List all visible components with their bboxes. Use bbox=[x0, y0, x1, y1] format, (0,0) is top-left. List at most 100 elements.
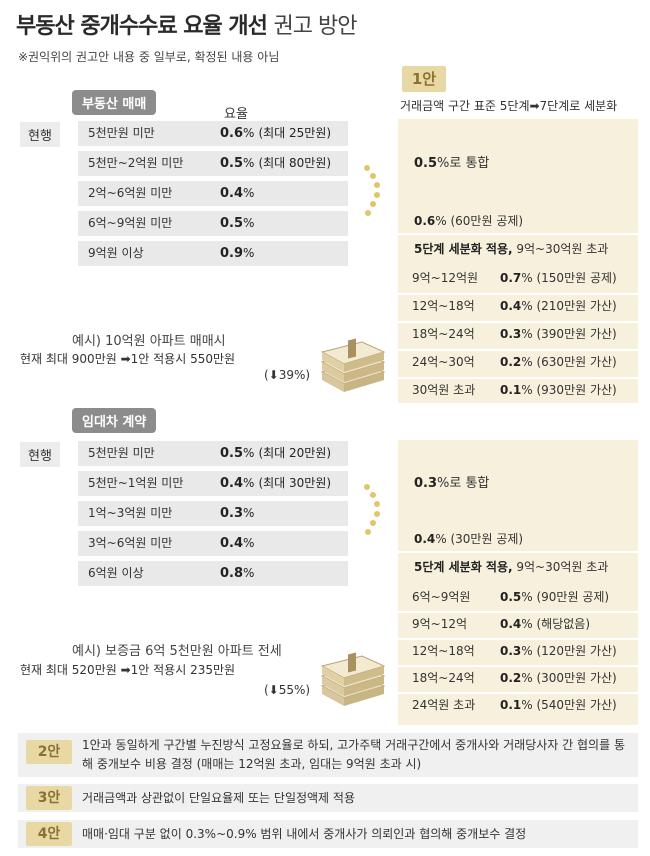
option3-badge: 3안 bbox=[26, 786, 72, 810]
rate-percent: % bbox=[243, 476, 255, 490]
rate-percent: % bbox=[243, 446, 255, 460]
plan1-range: 30억원 초과 bbox=[412, 383, 476, 397]
plan1-rate-number: 0.1 bbox=[500, 383, 522, 397]
plan1-rate-number: 0.4 bbox=[500, 299, 522, 313]
plan1-range: 24억~30억 bbox=[412, 355, 475, 369]
rate-value: 0.8% bbox=[220, 561, 258, 586]
table-row bbox=[78, 241, 348, 266]
plan1-sale-mid-rate: 0.6 bbox=[414, 214, 436, 228]
rate-extra: (최대 80만원) bbox=[258, 156, 332, 170]
sale-pill: 부동산 매매 bbox=[72, 90, 157, 115]
rate-percent: % bbox=[243, 156, 255, 170]
rate-percent: % bbox=[243, 186, 255, 200]
plan1-badge: 1안 bbox=[402, 66, 446, 92]
plan1-sale-unify: 0.5%로 통합 bbox=[414, 152, 489, 171]
plan1-rate: 0.4% (해당없음) bbox=[500, 615, 590, 632]
table-row bbox=[78, 531, 348, 556]
rate-value: 0.9% bbox=[220, 241, 258, 266]
rate-value: 0.5% bbox=[220, 211, 258, 236]
plan1-rate-number: 0.1 bbox=[500, 698, 522, 712]
sale-example-line: 현재 최대 900만원 ➡1안 적용시 550만원 bbox=[20, 352, 236, 366]
plan1-row-divider bbox=[398, 611, 638, 613]
plan1-rate-number: 0.7 bbox=[500, 271, 522, 285]
rate-number: 0.5 bbox=[220, 446, 244, 461]
range-label: 5천만원 미만 bbox=[88, 446, 155, 460]
table-row bbox=[78, 151, 348, 176]
option2-box bbox=[18, 733, 638, 777]
plan1-rate: 0.2% (630만원 가산) bbox=[500, 353, 617, 370]
plan1-rate-note: % (930만원 가산) bbox=[521, 383, 617, 397]
rate-value: 0.3% bbox=[220, 501, 258, 526]
plan1-rate: 0.3% (390만원 가산) bbox=[500, 325, 617, 342]
plan1-rate: 0.3% (120만원 가산) bbox=[500, 642, 617, 659]
plan1-rate: 0.1% (930만원 가산) bbox=[500, 381, 617, 398]
plan1-row-divider bbox=[398, 692, 638, 694]
plan1-sale-unify-text: %로 통합 bbox=[437, 156, 490, 171]
rate-number: 0.3 bbox=[220, 506, 244, 521]
plan1-range: 24억원 초과 bbox=[412, 698, 476, 712]
plan1-lease-unify-rate: 0.3 bbox=[414, 476, 438, 491]
rate-number: 0.9 bbox=[220, 246, 244, 261]
plan1-range: 9억~12억 bbox=[412, 617, 468, 631]
rate-value: 0.5% (최대 20만원) bbox=[220, 441, 331, 466]
plan1-sale-mid-text: % (60만원 공제) bbox=[435, 214, 524, 228]
rate-percent: % bbox=[243, 246, 255, 260]
rate-value: 0.4% bbox=[220, 531, 258, 556]
plan1-sale-panel bbox=[398, 119, 638, 403]
money-stack-icon bbox=[318, 652, 388, 708]
plan1-lease-unify-text: %로 통합 bbox=[437, 476, 490, 491]
lease-example-change: (⬇55%) bbox=[264, 683, 311, 697]
page-title: 부동산 중개수수료 요율 개선 권고 방안 bbox=[16, 8, 357, 40]
plan1-lease-mid-rate: 0.4 bbox=[414, 532, 436, 546]
sale-example-change: (⬇39%) bbox=[264, 368, 311, 382]
plan1-row-divider bbox=[398, 638, 638, 640]
plan1-sale-detail-head: 5단계 세분화 적용, 9억~30억원 초과 bbox=[414, 240, 608, 257]
rate-extra: (최대 30만원) bbox=[258, 476, 332, 490]
plan1-rate-note: % (150만원 공제) bbox=[521, 271, 617, 285]
plan1-rate-number: 0.2 bbox=[500, 671, 522, 685]
rate-percent: % bbox=[243, 216, 255, 230]
plan1-rate-note: % (540만원 가산) bbox=[521, 698, 617, 712]
sale-example-title: 예시) 10억원 아파트 매매시 bbox=[72, 334, 226, 349]
sale-current-label: 현행 bbox=[20, 122, 60, 147]
rate-value: 0.6% (최대 25만원) bbox=[220, 121, 331, 146]
option2-badge: 2안 bbox=[26, 740, 72, 764]
range-label: 3억~6억원 미만 bbox=[88, 536, 173, 550]
plan1-sale-unify-rate: 0.5 bbox=[414, 156, 438, 171]
dots-connector-icon bbox=[362, 165, 382, 220]
plan1-lease-mid: 0.4% (30만원 공제) bbox=[414, 530, 523, 547]
plan1-row-divider bbox=[398, 377, 638, 379]
rate-value: 0.4% (최대 30만원) bbox=[220, 471, 331, 496]
plan1-row-divider bbox=[398, 349, 638, 351]
rate-number: 0.4 bbox=[220, 476, 244, 491]
rate-value: 0.4% bbox=[220, 181, 258, 206]
table-row bbox=[78, 471, 348, 496]
table-row bbox=[78, 501, 348, 526]
table-row bbox=[78, 121, 348, 146]
plan1-lease-detail-rest: 9억~30억원 초과 bbox=[512, 560, 609, 574]
range-label: 6억~9억원 미만 bbox=[88, 216, 173, 230]
lease-pill: 임대차 계약 bbox=[72, 408, 157, 433]
plan1-rate-note: % (630만원 가산) bbox=[521, 355, 617, 369]
plan1-sale-mid: 0.6% (60만원 공제) bbox=[414, 212, 523, 229]
plan1-row-divider bbox=[398, 665, 638, 667]
plan1-rate-note: % (120만원 가산) bbox=[521, 644, 617, 658]
table-row bbox=[78, 441, 348, 466]
range-label: 1억~3억원 미만 bbox=[88, 506, 173, 520]
plan1-rate-number: 0.2 bbox=[500, 355, 522, 369]
plan1-rate-number: 0.3 bbox=[500, 644, 522, 658]
plan1-range: 6억~9억원 bbox=[412, 590, 471, 604]
option4-badge: 4안 bbox=[26, 822, 72, 846]
plan1-range: 12억~18억 bbox=[412, 299, 475, 313]
rate-number: 0.4 bbox=[220, 186, 244, 201]
plan1-lease-divider bbox=[398, 551, 638, 553]
option3-text: 거래금액과 상관없이 단일요율제 또는 단일정액제 적용 bbox=[82, 791, 355, 805]
plan1-rate-note: % (300만원 가산) bbox=[521, 671, 617, 685]
plan1-rate: 0.4% (210만원 가산) bbox=[500, 297, 617, 314]
plan1-sale-divider bbox=[398, 233, 638, 235]
rate-percent: % bbox=[243, 536, 255, 550]
table-row bbox=[78, 561, 348, 586]
table-row bbox=[78, 211, 348, 236]
plan1-lease-unify: 0.3%로 통합 bbox=[414, 472, 489, 491]
plan1-rate-note: % (210만원 가산) bbox=[521, 299, 617, 313]
